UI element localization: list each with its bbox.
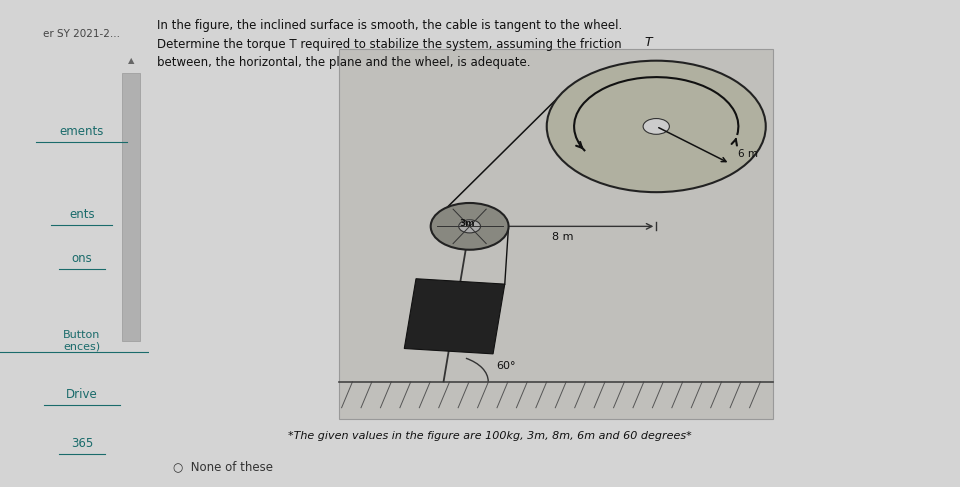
Text: er SY 2021-2...: er SY 2021-2... (43, 29, 120, 39)
Text: 8 m: 8 m (552, 232, 574, 242)
Text: ents: ents (69, 208, 95, 221)
Text: 365: 365 (71, 437, 93, 450)
Circle shape (547, 61, 766, 192)
Text: Button
ences): Button ences) (63, 330, 101, 352)
Text: ▲: ▲ (128, 56, 134, 65)
Text: 6 m: 6 m (738, 149, 758, 159)
Text: ements: ements (60, 125, 104, 138)
Text: T: T (644, 36, 652, 49)
Text: ons: ons (71, 252, 92, 264)
Circle shape (459, 220, 481, 233)
Text: In the figure, the inclined surface is smooth, the cable is tangent to the wheel: In the figure, the inclined surface is s… (156, 19, 622, 70)
Polygon shape (404, 279, 505, 354)
Text: Drive: Drive (66, 388, 98, 401)
Text: ○  None of these: ○ None of these (173, 460, 274, 473)
Text: *The given values in the figure are 100kg, 3m, 8m, 6m and 60 degrees*: *The given values in the figure are 100k… (288, 431, 691, 441)
FancyBboxPatch shape (340, 49, 774, 419)
Text: 60°: 60° (496, 361, 516, 371)
Circle shape (431, 203, 509, 250)
Circle shape (643, 118, 669, 134)
Text: 3m: 3m (460, 219, 475, 228)
FancyBboxPatch shape (122, 73, 140, 341)
